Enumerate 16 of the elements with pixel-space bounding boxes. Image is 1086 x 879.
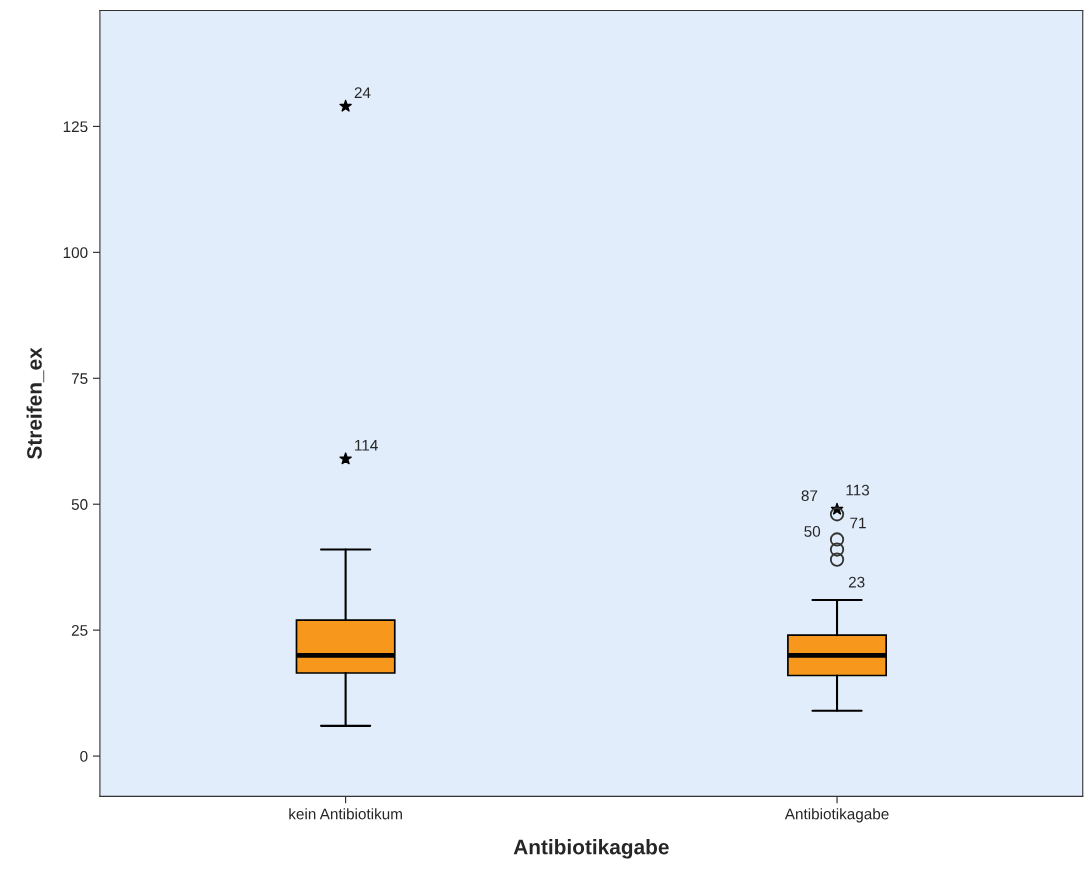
y-tick-label: 125 xyxy=(63,121,88,133)
annotation: 113 xyxy=(846,484,870,496)
y-tick-label: 75 xyxy=(71,373,88,384)
annotation: 24 xyxy=(354,87,371,98)
annotation: 50 xyxy=(804,526,821,537)
annotation: 71 xyxy=(850,517,866,529)
x-axis-title: Antibiotikagabe xyxy=(513,839,669,859)
y-tick-label: 100 xyxy=(63,247,88,259)
y-tick-label: 25 xyxy=(71,625,88,636)
annotation: 114 xyxy=(355,440,378,451)
y-tick-label: 0 xyxy=(80,750,88,762)
y-axis-title: Streifen_ex xyxy=(26,347,45,460)
x-tick-label: kein Antibiotikum xyxy=(289,808,402,820)
annotation: 23 xyxy=(848,576,865,588)
annotation: 87 xyxy=(801,490,818,502)
y-tick-label: 50 xyxy=(71,499,88,510)
